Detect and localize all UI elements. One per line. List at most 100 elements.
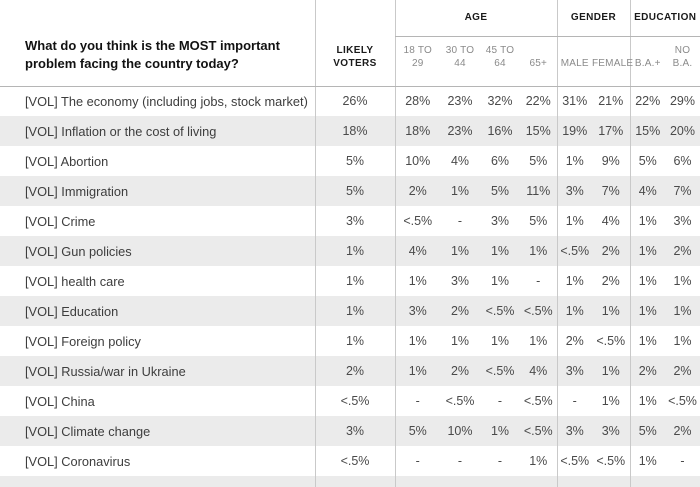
value-cell: 2%: [450, 364, 470, 378]
value-cell: <.5%: [596, 454, 626, 468]
value-cell: 1%: [450, 244, 470, 258]
value-cell: 2%: [601, 274, 620, 288]
table-question: What do you think is the MOST important …: [0, 0, 315, 87]
value-cell: 1%: [629, 296, 665, 326]
value-cell: <.5%: [556, 236, 592, 266]
empty-cell: [440, 476, 480, 487]
table-row: [VOL] Foreign policy 1% 1% 1% 1% 1% 2% <.5% 1% 1%: [0, 326, 700, 356]
value-cell: 1%: [556, 266, 592, 296]
value-cell: <.5%: [485, 364, 515, 378]
sub-header-row: 18 TO 29 30 TO 44 45 TO 64 65+ MALE FEMA…: [0, 36, 700, 87]
value-cell: 6%: [673, 154, 692, 168]
table-row: [VOL] Education 1% 3% 2% <.5% <.5% 1% 1% 1% 1%: [0, 296, 700, 326]
row-label: [VOL] Crime: [25, 213, 96, 229]
col-header-likely-voters: LIKELY VOTERS: [314, 0, 395, 87]
row-label: [VOL] health care: [25, 273, 125, 289]
table-row: [VOL] Inflation or the cost of living 18%…: [0, 116, 700, 146]
col-group-gender: GENDER: [556, 0, 630, 37]
table-row: [VOL] Russia/war in Ukraine 2% 1% 2% <.5% 4% 3…: [0, 356, 700, 386]
value-cell: 1%: [394, 326, 440, 356]
value-cell: 1%: [490, 334, 510, 348]
value-cell: 9%: [601, 154, 620, 168]
empty-cell: [0, 476, 315, 487]
value-cell: 1%: [673, 334, 692, 348]
table-row: [VOL] China <.5% - <.5% - <.5% -1% 1% <.5%: [0, 386, 700, 416]
value-cell: 10%: [447, 424, 473, 438]
value-cell: 1%: [629, 386, 665, 416]
value-cell: 3%: [490, 214, 510, 228]
value-cell: 1%: [556, 296, 592, 326]
value-cell: -: [457, 454, 463, 468]
value-cell: 1%: [490, 244, 510, 258]
value-cell: 10%: [394, 146, 440, 176]
value-cell: 4%: [394, 236, 440, 266]
value-cell: 5%: [394, 416, 440, 446]
value-cell: 1%: [490, 424, 510, 438]
col-header-female: FEMALE: [592, 36, 633, 87]
col-group-education: EDUCATION: [629, 0, 700, 37]
value-cell: 29%: [669, 94, 696, 109]
value-cell: 1%: [673, 274, 692, 288]
value-cell: -: [536, 274, 541, 288]
empty-cell: [665, 476, 700, 487]
value-cell: 23%: [447, 94, 473, 109]
value-cell: -: [394, 386, 440, 416]
value-cell: 1%: [450, 184, 470, 198]
value-cell: <.5%: [523, 424, 553, 438]
value-cell: 2%: [673, 424, 692, 438]
value-cell: 6%: [490, 154, 510, 168]
value-cell: 5%: [529, 154, 548, 168]
col-header-ba-plus: B.A.+: [629, 36, 665, 87]
value-cell: <.5%: [394, 206, 440, 236]
value-cell: 4%: [601, 214, 620, 228]
value-cell: 4%: [529, 364, 548, 378]
row-label: [VOL] Inflation or the cost of living: [25, 123, 217, 139]
value-cell: 1%: [314, 296, 395, 326]
table-row: [VOL] Abortion 5% 10% 4% 6% 5% 1% 9% 5% 6%: [0, 146, 700, 176]
value-cell: -: [457, 214, 463, 228]
value-cell: 2%: [601, 244, 620, 258]
value-cell: <.5%: [523, 304, 553, 318]
value-cell: 1%: [601, 394, 620, 408]
empty-cell: [314, 476, 395, 487]
table-body: [VOL] The economy (including jobs, stock…: [0, 86, 700, 487]
value-cell: 1%: [556, 146, 592, 176]
value-cell: <.5%: [596, 334, 626, 348]
value-cell: 18%: [314, 116, 395, 146]
row-label: [VOL] Gun policies: [25, 243, 132, 259]
col-header-male: MALE: [556, 36, 592, 87]
table-row: [VOL] Climate change 3% 5% 10% 1% <.5% 3% 3% 5% 2…: [0, 416, 700, 446]
row-label: [VOL] The economy (including jobs, stock…: [25, 93, 308, 109]
col-header-age-45-64: 45 TO 64: [480, 36, 520, 87]
table-row: [VOL] The economy (including jobs, stock…: [0, 86, 700, 116]
value-cell: 5%: [629, 416, 665, 446]
value-cell: 17%: [598, 124, 624, 138]
value-cell: 3%: [314, 416, 395, 446]
value-cell: 1%: [529, 244, 548, 258]
value-cell: 5%: [314, 176, 395, 206]
value-cell: 7%: [673, 184, 692, 198]
value-cell: 28%: [394, 86, 440, 116]
table-row: [VOL] Gun policies 1% 4% 1% 1% 1% <.5% 2% 1% 2%: [0, 236, 700, 266]
value-cell: 2%: [673, 244, 692, 258]
value-cell: 3%: [556, 176, 592, 206]
row-label: [VOL] Coronavirus: [25, 453, 131, 469]
value-cell: 1%: [629, 326, 665, 356]
value-cell: 1%: [673, 304, 692, 318]
value-cell: 1%: [629, 236, 665, 266]
value-cell: 5%: [490, 184, 510, 198]
empty-cell: [556, 476, 592, 487]
value-cell: 31%: [556, 86, 592, 116]
value-cell: 3%: [673, 214, 692, 228]
value-cell: 22%: [525, 94, 551, 109]
value-cell: 2%: [629, 356, 665, 386]
value-cell: 16%: [487, 124, 513, 138]
table-row: [VOL] Crime 3% <.5% -3% 5% 1% 4% 1% 3%: [0, 206, 700, 236]
col-header-age-18-29: 18 TO 29: [394, 36, 440, 87]
table-row-partial: [0, 476, 700, 487]
value-cell: 1%: [601, 364, 620, 378]
value-cell: 1%: [450, 334, 470, 348]
value-cell: 3%: [556, 356, 592, 386]
value-cell: 3%: [601, 424, 620, 438]
